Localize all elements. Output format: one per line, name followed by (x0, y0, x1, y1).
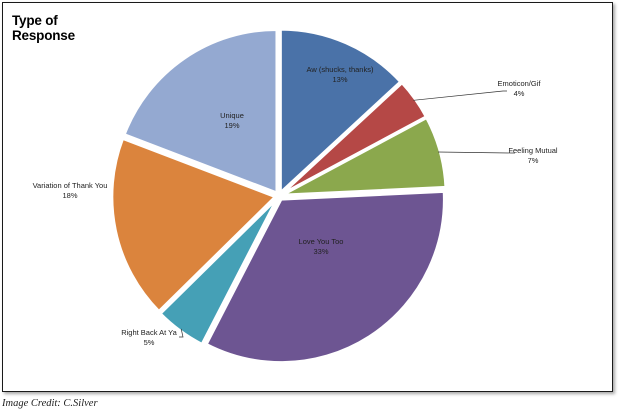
leader-line (438, 151, 515, 154)
slice-category-label: Right Back At Ya (121, 328, 177, 337)
slice-value-label: 5% (144, 338, 155, 347)
pie-slice-emoticon-gif (281, 81, 428, 195)
slice-category-label: Emoticon/Gif (498, 79, 542, 88)
leader-line (413, 90, 507, 101)
chart-frame: Aw (shucks, thanks) 13% Emoticon/Gif 4% Feel… (2, 2, 613, 392)
slice-category-label: Feeling Mutual (508, 146, 558, 155)
image-credit: Image Credit: C.Silver (2, 398, 98, 409)
pie-slice-aw-shucks-thanks (279, 28, 403, 196)
slice-category-label: Variation of Thank You (33, 181, 108, 190)
pie-slice-feeling-mutual (282, 116, 447, 197)
pie-slice-variation-of-thank-you (110, 137, 278, 313)
slice-value-label: 19% (224, 121, 239, 130)
slice-value-label: 4% (514, 89, 525, 98)
chart-title: Type of Response (12, 13, 75, 43)
slice-value-label: 33% (313, 247, 328, 256)
slice-category-label: Aw (shucks, thanks) (307, 65, 374, 74)
pie-slice-love-you-too (204, 190, 446, 364)
slice-value-label: 7% (528, 156, 539, 165)
slice-category-label: Love You Too (299, 237, 344, 246)
leader-line (179, 328, 184, 338)
slice-value-label: 13% (332, 75, 347, 84)
slice-category-label: Unique (220, 111, 244, 120)
pie-slice-right-back-at-ya (158, 198, 278, 346)
slice-value-label: 18% (62, 191, 77, 200)
pie-slice-unique (122, 28, 278, 195)
